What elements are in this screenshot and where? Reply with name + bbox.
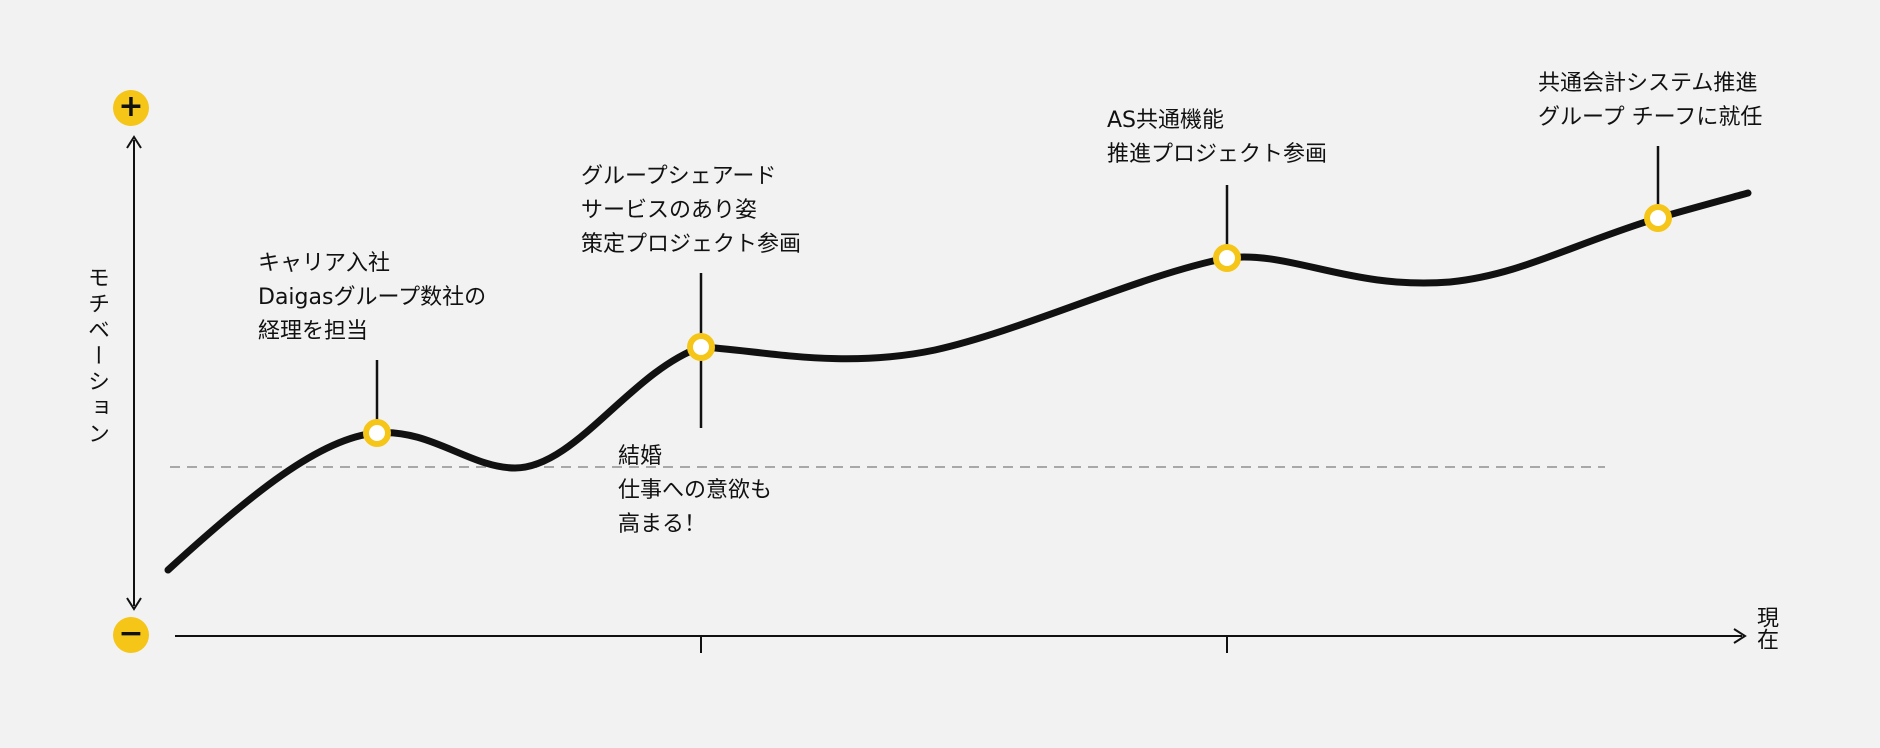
event-label-as-common: AS共通機能 推進プロジェクト参画 (1107, 104, 1327, 172)
event-marker-as-common (1213, 244, 1241, 272)
event-marker-group-shared (687, 333, 715, 361)
plus-icon (113, 90, 149, 126)
minus-glyph: − (118, 616, 144, 651)
event-line: 仕事への意欲も (618, 478, 773, 503)
event-label-chief: 共通会計システム推進 グループ チーフに就任 (1538, 67, 1762, 135)
x-axis-arrow (1733, 628, 1747, 644)
plus-glyph: + (118, 89, 144, 124)
motivation-curve (164, 189, 1752, 574)
event-line: 推進プロジェクト参画 (1107, 142, 1328, 167)
event-line: グループシェアード (581, 164, 777, 189)
event-marker-chief (1644, 204, 1672, 232)
event-line: 高まる！ (618, 512, 707, 537)
event-line: 策定プロジェクト参画 (581, 232, 802, 257)
y-axis-bottom-arrow (126, 597, 142, 611)
x-axis-end-label: 現在 (1753, 606, 1778, 650)
event-line: 共通会計システム推進 (1538, 71, 1758, 96)
event-line: AS共通機能 (1107, 108, 1225, 133)
minus-icon (113, 617, 149, 653)
event-marker-career-join (363, 419, 391, 447)
event-label-group-shared: グループシェアード サービスのあり姿 策定プロジェクト参画 (581, 160, 801, 262)
event-line: 経理を担当 (258, 319, 369, 344)
event-label-career-join: キャリア入社 Daigasグループ数社の 経理を担当 (258, 247, 486, 349)
event-line: Daigasグループ数社の (258, 285, 487, 310)
event-label-marriage: 結婚 仕事への意欲も 高まる！ (618, 440, 772, 542)
event-line: 結婚 (618, 444, 663, 469)
event-line: グループ チーフに就任 (1538, 105, 1763, 130)
y-axis-label: モチベーション (84, 266, 109, 448)
event-line: キャリア入社 (258, 251, 391, 276)
event-line: サービスのあり姿 (581, 198, 758, 223)
y-axis-top-arrow (126, 135, 142, 149)
